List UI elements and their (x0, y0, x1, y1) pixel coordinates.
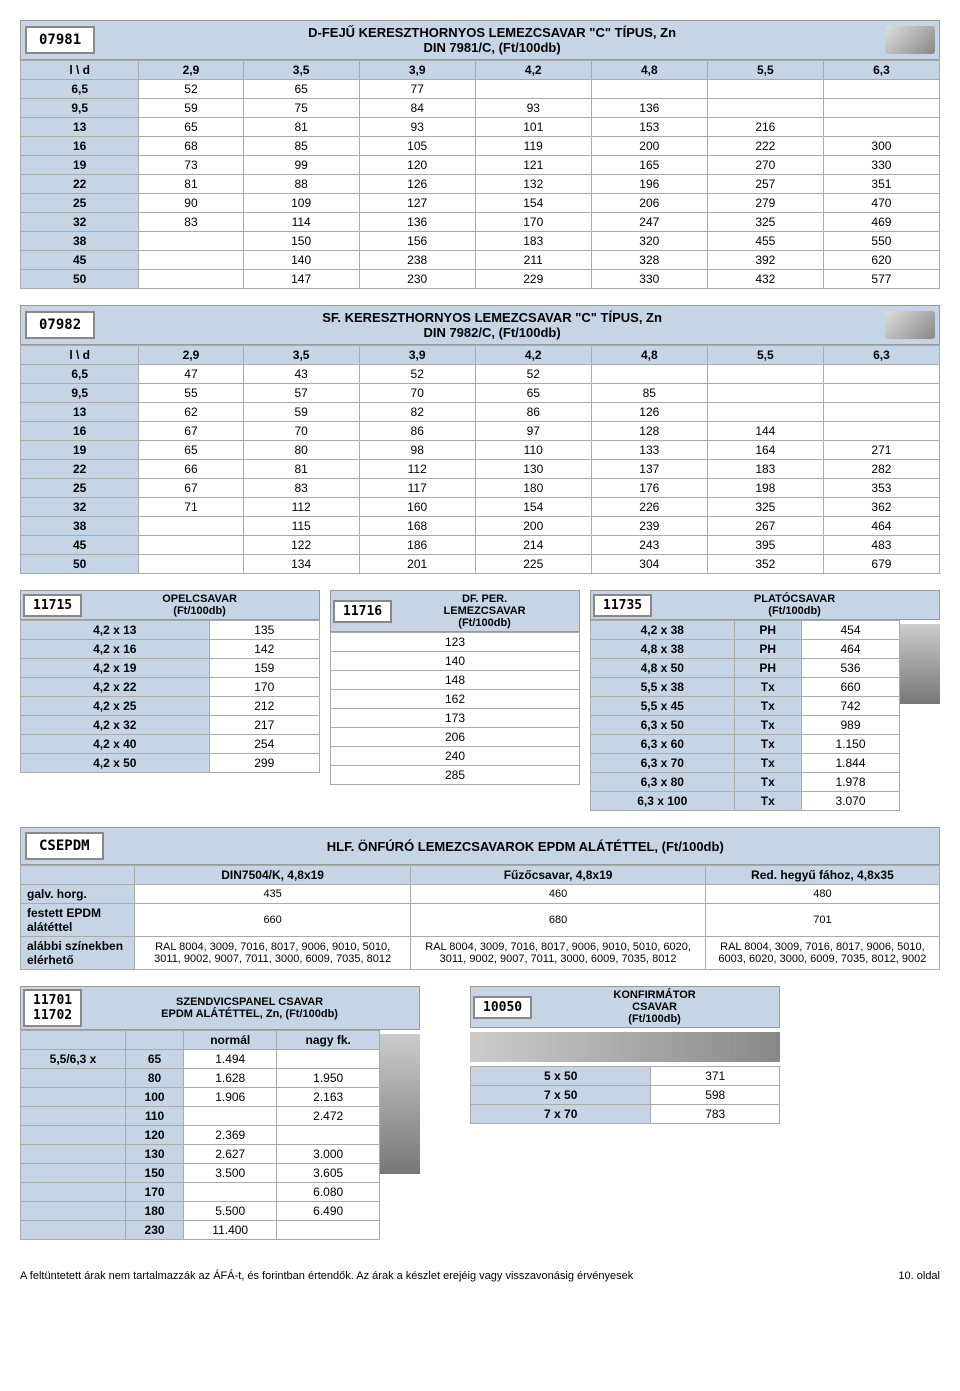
screw-icon (470, 1032, 780, 1062)
page-footer: A feltüntetett árak nem tartalmazzák az … (20, 1270, 940, 1282)
table-csepdm: CSEPDM HLF. ÖNFÚRÓ LEMEZCSAVAROK EPDM AL… (20, 827, 940, 970)
price-table: normálnagy fk.5,5/6,3 x651.494801.6281.9… (20, 1030, 380, 1240)
table-title: SZENDVICSPANEL CSAVAREPDM ALÁTÉTTEL, Zn,… (82, 996, 417, 1020)
screw-icon (900, 624, 940, 704)
screw-icon (380, 1034, 420, 1174)
triple-section: 11715 OPELCSAVAR(Ft/100db) 4,2 x 131354,… (20, 590, 940, 811)
code-box: CSEPDM (25, 832, 104, 860)
price-table: 4,2 x 38PH4544,8 x 38PH4644,8 x 50PH5365… (590, 620, 900, 811)
price-table: 123140148162173206240285 (330, 632, 580, 785)
code-box: 11735 (593, 594, 652, 617)
footer-disclaimer: A feltüntetett árak nem tartalmazzák az … (20, 1270, 633, 1282)
screw-icon (885, 26, 935, 54)
bottom-section: 11701 11702 SZENDVICSPANEL CSAVAREPDM AL… (20, 986, 940, 1240)
price-table: 4,2 x 131354,2 x 161424,2 x 191594,2 x 2… (20, 620, 320, 773)
table-07982: 07982 SF. KERESZTHORNYOS LEMEZCSAVAR "C"… (20, 305, 940, 574)
code-box: 07981 (25, 26, 95, 54)
price-table: 5 x 503717 x 505987 x 70783 (470, 1066, 780, 1124)
code-box: 11716 (333, 600, 392, 623)
table-title: HLF. ÖNFÚRÓ LEMEZCSAVAROK EPDM ALÁTÉTTEL… (116, 839, 935, 854)
page-number: 10. oldal (898, 1270, 940, 1282)
table-title: KONFIRMÁTORCSAVAR(Ft/100db) (532, 989, 777, 1025)
code-box: 10050 (473, 996, 532, 1019)
table-title: OPELCSAVAR(Ft/100db) (82, 593, 317, 617)
table-title: D-FEJŰ KERESZTHORNYOS LEMEZCSAVAR "C" TÍ… (107, 25, 877, 55)
code-box: 11715 (23, 594, 82, 617)
price-table: l \ d2,93,53,94,24,85,56,36,5474352529,5… (20, 345, 940, 574)
table-title: DF. PER.LEMEZCSAVAR(Ft/100db) (392, 593, 577, 629)
screw-icon (885, 311, 935, 339)
table-title: SF. KERESZTHORNYOS LEMEZCSAVAR "C" TÍPUS… (107, 310, 877, 340)
price-table: DIN7504/K, 4,8x19Fűzőcsavar, 4,8x19Red. … (20, 865, 940, 970)
code-box: 11701 11702 (23, 989, 82, 1027)
code-box: 07982 (25, 311, 95, 339)
price-table: l \ d2,93,53,94,24,85,56,36,55265779,559… (20, 60, 940, 289)
table-07981: 07981 D-FEJŰ KERESZTHORNYOS LEMEZCSAVAR … (20, 20, 940, 289)
table-title: PLATÓCSAVAR(Ft/100db) (652, 593, 937, 617)
